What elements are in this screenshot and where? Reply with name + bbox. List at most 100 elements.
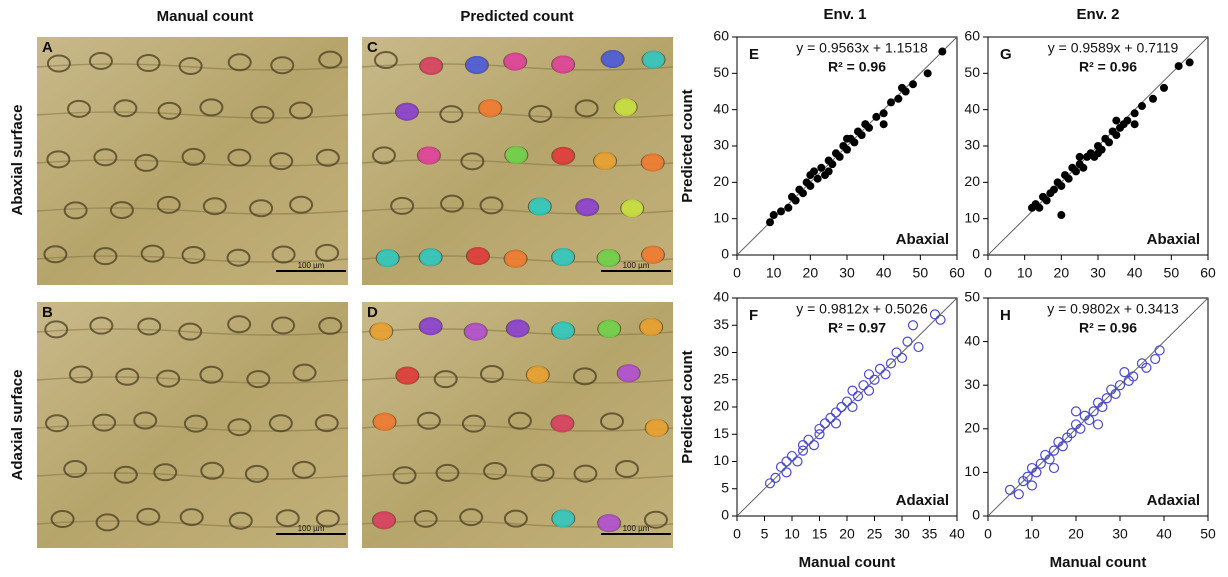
data-point	[1112, 131, 1121, 140]
data-point	[880, 369, 891, 380]
data-point	[1072, 167, 1080, 176]
data-point	[781, 456, 792, 467]
stoma-detection	[597, 249, 620, 268]
stoma	[292, 363, 317, 382]
data-point	[1119, 367, 1130, 378]
data-point	[817, 163, 826, 172]
stoma	[315, 148, 340, 167]
data-point	[1084, 414, 1095, 426]
stoma	[63, 201, 88, 220]
stoma	[315, 243, 340, 262]
data-point	[770, 472, 781, 483]
x-tick-label: 50	[1200, 526, 1216, 542]
data-point	[814, 429, 825, 440]
r-squared: R² = 0.96	[1079, 320, 1137, 336]
x-tick-label: 0	[984, 526, 992, 542]
data-point	[1149, 94, 1157, 103]
stoma	[318, 50, 343, 69]
stoma	[416, 411, 441, 430]
stoma	[93, 247, 118, 266]
stoma-detection	[376, 249, 399, 268]
stoma	[289, 195, 314, 214]
y-tick-label: 30	[964, 137, 980, 153]
stoma	[249, 199, 274, 218]
stoma-detection	[373, 412, 396, 431]
data-point	[1112, 116, 1121, 125]
data-point	[1075, 423, 1086, 434]
panel-letter: H	[1000, 307, 1011, 324]
data-point	[1042, 196, 1051, 205]
scale-bar-label: 100 µm	[298, 524, 325, 533]
stoma	[291, 460, 316, 479]
stoma-detection	[465, 55, 488, 74]
x-axis-label: Manual count	[799, 554, 896, 571]
stoma	[181, 147, 206, 166]
stoma-detection	[552, 146, 575, 165]
data-point	[1105, 138, 1113, 147]
stoma	[439, 105, 464, 124]
stoma-detection	[598, 319, 621, 338]
data-point	[806, 171, 815, 180]
x-tick-label: 0	[733, 265, 741, 281]
column-header: Env. 1	[823, 6, 866, 23]
stoma-detection	[479, 99, 502, 118]
data-point	[887, 98, 895, 107]
data-point	[1035, 203, 1044, 212]
cell-wall	[36, 520, 349, 528]
row-label: Adaxial surface	[9, 370, 26, 481]
stoma	[371, 146, 396, 165]
stoma-detection	[395, 102, 418, 121]
y-tick-label: 30	[713, 343, 729, 359]
x-tick-label: 60	[949, 265, 965, 281]
data-point	[898, 83, 906, 92]
stoma	[68, 365, 93, 384]
stoma	[140, 244, 165, 263]
stoma	[156, 195, 181, 214]
stoma	[315, 509, 340, 528]
plot-frame	[987, 297, 1209, 517]
panel-letter: A	[42, 39, 53, 56]
stoma-detection	[464, 322, 487, 341]
data-point	[799, 189, 807, 198]
data-point	[843, 145, 851, 154]
stoma	[202, 197, 227, 216]
panel-letter: D	[367, 304, 378, 321]
data-point	[1057, 441, 1068, 452]
identity-line	[736, 297, 958, 517]
x-tick-label: 40	[876, 265, 892, 281]
x-tick-label: 10	[784, 526, 800, 542]
stoma	[178, 57, 203, 76]
data-point	[824, 167, 833, 176]
cell-wall	[361, 520, 674, 528]
stoma	[178, 322, 203, 341]
stoma	[573, 464, 598, 483]
stoma	[314, 414, 339, 433]
x-tick-label: 40	[1156, 526, 1172, 542]
y-tick-label: 30	[964, 376, 980, 392]
stoma	[392, 466, 417, 485]
data-point	[781, 467, 792, 478]
stoma	[46, 54, 71, 73]
stoma-detection	[601, 50, 624, 69]
data-point	[775, 461, 787, 473]
data-point	[764, 478, 776, 489]
data-point	[1101, 393, 1112, 404]
stoma-detection	[617, 364, 640, 383]
x-tick-label: 20	[1054, 265, 1070, 281]
scale-bar-label: 100 µm	[623, 261, 650, 270]
stoma	[89, 316, 114, 335]
stoma-detection	[551, 414, 574, 433]
x-tick-label: 50	[1164, 265, 1180, 281]
stoma	[46, 150, 71, 169]
panel-letter: C	[367, 39, 378, 56]
data-point	[1094, 149, 1102, 158]
stoma	[226, 248, 251, 267]
stoma	[227, 53, 252, 72]
stoma	[200, 461, 225, 480]
y-tick-label: 20	[964, 420, 980, 436]
regression-equation: y = 0.9812x + 0.5026	[796, 301, 928, 317]
stoma	[271, 245, 296, 264]
data-point	[784, 203, 793, 212]
data-point	[836, 401, 847, 413]
stoma	[643, 510, 668, 529]
